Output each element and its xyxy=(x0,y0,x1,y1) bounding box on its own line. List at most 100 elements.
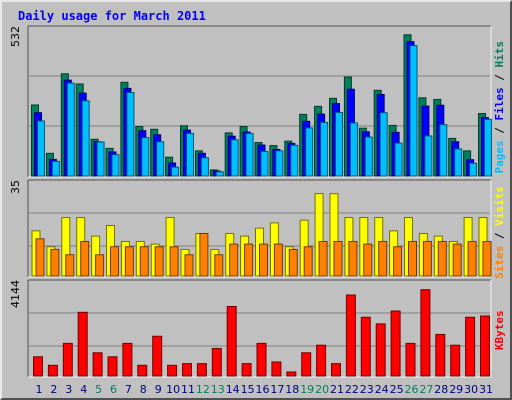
x-tick-label-day-4: 4 xyxy=(80,383,87,396)
bar-kbytes-day-21 xyxy=(331,363,341,377)
bar-kbytes-day-11 xyxy=(182,363,192,377)
bar-pages-day-11 xyxy=(186,132,194,177)
bar-pages-day-31 xyxy=(484,118,492,177)
x-tick-label-day-1: 1 xyxy=(36,383,43,396)
bar-kbytes-day-17 xyxy=(271,361,282,377)
bar-pages-day-16 xyxy=(260,150,269,177)
bar-pages-day-5 xyxy=(96,141,105,177)
legend-files: Files xyxy=(493,87,506,120)
panel-pages-files-hits: 532 Pages / Files / Hits xyxy=(9,25,506,178)
bar-sites-day-21 xyxy=(333,240,343,277)
panel-legend: KBytes xyxy=(493,310,506,350)
bar-kbytes-day-5 xyxy=(92,352,103,377)
x-tick-label-day-29: 29 xyxy=(449,383,463,396)
bar-sites-day-11 xyxy=(184,254,194,277)
bar-sites-day-20 xyxy=(318,240,328,277)
chart-title: Daily usage for March 2011 xyxy=(18,9,206,23)
bar-kbytes-day-31 xyxy=(480,315,490,377)
bar-sites-day-23 xyxy=(363,243,373,277)
legend-kbytes: KBytes xyxy=(493,310,506,350)
x-tick-label-day-21: 21 xyxy=(330,383,344,396)
bar-sites-day-16 xyxy=(259,243,268,277)
bar-kbytes-day-14 xyxy=(226,305,237,377)
bar-pages-day-15 xyxy=(245,132,254,177)
bar-kbytes-day-16 xyxy=(256,342,267,377)
bar-pages-day-7 xyxy=(126,92,135,177)
bar-kbytes-day-18 xyxy=(286,371,297,377)
legend-separator: / xyxy=(493,68,506,88)
bar-kbytes-day-3 xyxy=(62,342,73,377)
bar-kbytes-day-12 xyxy=(196,363,207,377)
x-tick-label-day-30: 30 xyxy=(464,383,478,396)
bar-kbytes-day-30 xyxy=(465,316,476,377)
x-tick-label-day-24: 24 xyxy=(375,383,389,396)
bar-pages-day-10 xyxy=(171,166,180,177)
bar-pages-day-1 xyxy=(37,120,45,177)
bar-sites-day-24 xyxy=(378,240,388,277)
bar-sites-day-9 xyxy=(154,246,164,277)
bar-pages-day-4 xyxy=(81,100,90,177)
bar-pages-day-23 xyxy=(364,136,373,177)
bar-kbytes-day-26 xyxy=(405,342,416,377)
bar-kbytes-day-24 xyxy=(375,323,386,377)
bar-sites-day-10 xyxy=(169,246,179,277)
bar-pages-day-28 xyxy=(439,124,448,177)
bar-sites-day-17 xyxy=(273,243,283,277)
bar-pages-day-27 xyxy=(424,135,433,177)
bar-sites-day-6 xyxy=(110,246,119,277)
x-tick-label-day-5: 5 xyxy=(95,383,102,396)
bar-pages-day-20 xyxy=(320,121,329,177)
x-tick-label-day-27: 27 xyxy=(419,383,433,396)
legend-hits: Hits xyxy=(493,41,506,68)
x-tick-label-day-7: 7 xyxy=(125,383,132,396)
panel-legend: Pages / Files / Hits xyxy=(493,41,506,174)
bar-pages-day-14 xyxy=(230,139,239,177)
panel-sites-visits: 35 Sites / Visits xyxy=(9,179,506,279)
x-tick-label-day-26: 26 xyxy=(405,383,419,396)
x-tick-label-day-9: 9 xyxy=(155,383,162,396)
bar-kbytes-day-28 xyxy=(435,333,446,377)
bar-pages-day-17 xyxy=(275,150,284,177)
bar-pages-day-3 xyxy=(66,82,75,177)
bar-pages-day-12 xyxy=(200,157,209,177)
x-tick-label-day-6: 6 xyxy=(110,383,117,396)
bar-pages-day-18 xyxy=(290,144,299,177)
bar-kbytes-day-20 xyxy=(316,344,327,377)
bar-sites-day-18 xyxy=(288,248,298,277)
bar-sites-day-4 xyxy=(80,240,90,277)
bar-kbytes-day-7 xyxy=(122,342,133,377)
bar-pages-day-9 xyxy=(156,141,165,177)
bar-kbytes-day-19 xyxy=(301,352,312,377)
bar-sites-day-15 xyxy=(244,243,254,277)
x-tick-label-day-23: 23 xyxy=(360,383,374,396)
bar-sites-day-5 xyxy=(95,254,105,277)
bar-sites-day-7 xyxy=(124,246,134,277)
panel-kbytes: 4144 KBytes xyxy=(9,279,506,378)
bar-kbytes-day-25 xyxy=(390,310,401,377)
x-tick-label-day-14: 14 xyxy=(226,383,240,396)
x-tick-label-day-15: 15 xyxy=(241,383,255,396)
bar-sites-day-3 xyxy=(65,254,75,277)
bar-kbytes-day-4 xyxy=(77,311,88,377)
bar-kbytes-day-23 xyxy=(360,316,371,377)
bar-sites-day-1 xyxy=(35,238,45,277)
bar-pages-day-2 xyxy=(51,160,60,177)
x-tick-label-day-20: 20 xyxy=(315,383,329,396)
bar-sites-day-13 xyxy=(214,254,224,277)
bar-kbytes-day-22 xyxy=(345,294,356,377)
bar-sites-day-26 xyxy=(408,240,417,277)
bar-pages-day-22 xyxy=(349,122,358,177)
bar-pages-day-26 xyxy=(409,45,418,177)
bar-pages-day-29 xyxy=(454,148,463,177)
bar-sites-day-29 xyxy=(452,243,462,277)
bar-kbytes-day-1 xyxy=(33,356,43,377)
legend-separator: / xyxy=(493,121,506,141)
legend-pages: Pages xyxy=(493,140,506,173)
x-tick-label-day-11: 11 xyxy=(181,383,195,396)
bar-kbytes-day-15 xyxy=(241,363,252,377)
bar-kbytes-day-8 xyxy=(137,364,148,377)
panel-max-label: 4144 xyxy=(9,280,22,308)
bar-kbytes-day-10 xyxy=(167,364,178,377)
x-tick-label-day-31: 31 xyxy=(479,383,493,396)
